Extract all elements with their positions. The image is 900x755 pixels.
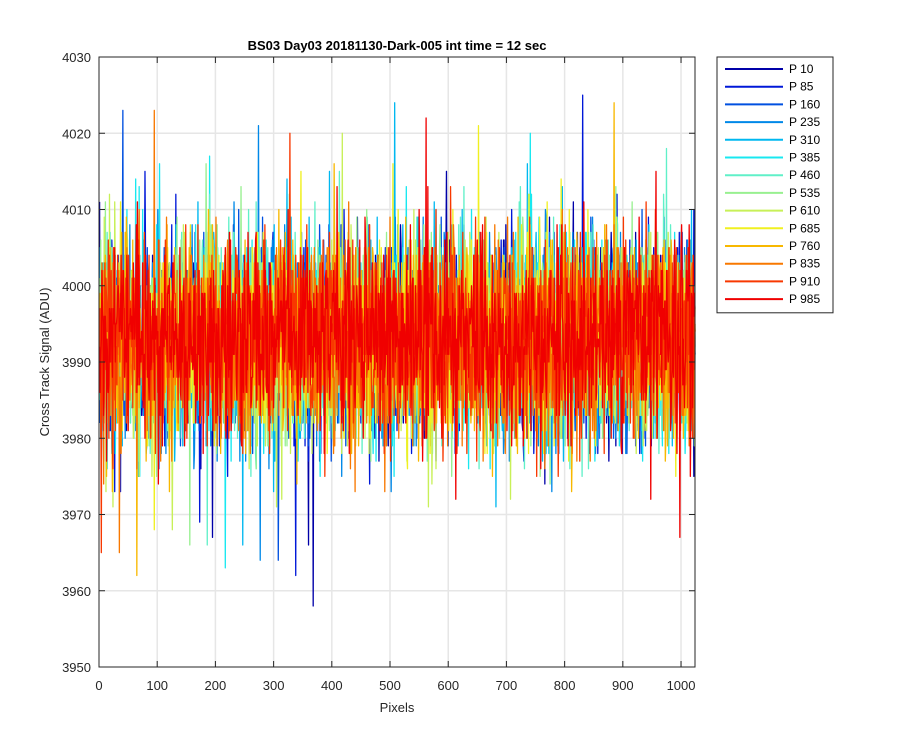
legend-entry: P 985 — [725, 292, 820, 306]
legend-entry: P 385 — [725, 151, 820, 165]
x-tick-label: 700 — [496, 678, 518, 693]
legend-entry: P 460 — [725, 168, 820, 182]
y-tick-label: 3950 — [62, 660, 91, 675]
x-tick-label: 200 — [205, 678, 227, 693]
x-tick-label: 300 — [263, 678, 285, 693]
legend-entry: P 235 — [725, 115, 820, 129]
x-tick-label: 400 — [321, 678, 343, 693]
legend-label: P 460 — [789, 168, 820, 182]
legend-entry: P 310 — [725, 133, 820, 147]
y-tick-label: 3980 — [62, 431, 91, 446]
legend-label: P 310 — [789, 133, 820, 147]
legend-entry: P 610 — [725, 204, 820, 218]
x-tick-label: 800 — [554, 678, 576, 693]
y-tick-label: 4020 — [62, 126, 91, 141]
y-tick-label: 3960 — [62, 584, 91, 599]
x-tick-label: 0 — [95, 678, 102, 693]
legend-label: P 385 — [789, 151, 820, 165]
legend-entry: P 835 — [725, 257, 820, 271]
legend-label: P 160 — [789, 97, 820, 111]
series-line-p985 — [98, 117, 696, 539]
y-tick-label: 3970 — [62, 508, 91, 523]
y-tick-label: 4000 — [62, 279, 91, 294]
legend-label: P 10 — [789, 62, 814, 76]
legend-entry: P 160 — [725, 97, 820, 111]
legend-label: P 535 — [789, 186, 820, 200]
y-tick-label: 4030 — [62, 50, 91, 65]
x-tick-label: 100 — [146, 678, 168, 693]
axis-ticks: 0 100 200 300 400 500 600 700 800 900 1000 3950 3960… — [62, 50, 695, 693]
legend-entry: P 85 — [725, 80, 814, 94]
legend-label: P 760 — [789, 239, 820, 253]
legend-label: P 685 — [789, 221, 820, 235]
y-tick-label: 3990 — [62, 355, 91, 370]
legend-label: P 235 — [789, 115, 820, 129]
x-tick-label: 900 — [612, 678, 634, 693]
legend-entry: P 535 — [725, 186, 820, 200]
legend-entry: P 760 — [725, 239, 820, 253]
legend-box — [716, 56, 834, 314]
legend-label: P 985 — [789, 292, 820, 306]
series-layer — [98, 94, 696, 607]
y-axis-label: Cross Track Signal (ADU) — [37, 288, 52, 437]
x-tick-label: 500 — [379, 678, 401, 693]
legend-entry: P 910 — [725, 274, 820, 288]
legend-label: P 835 — [789, 257, 820, 271]
legend-label: P 610 — [789, 204, 820, 218]
legend-label: P 85 — [789, 80, 814, 94]
x-tick-label: 600 — [437, 678, 459, 693]
y-tick-label: 4010 — [62, 203, 91, 218]
x-tick-label: 1000 — [667, 678, 696, 693]
legend-label: P 910 — [789, 274, 820, 288]
legend: P 10 P 85 P 160 P 235 P 310 P 385 P 460 P 535 P … — [716, 56, 834, 314]
x-axis-label: Pixels — [380, 700, 415, 715]
legend-entry: P 10 — [725, 62, 814, 76]
legend-entry: P 685 — [725, 221, 820, 235]
chart-title: BS03 Day03 20181130-Dark-005 int time = … — [248, 38, 547, 53]
